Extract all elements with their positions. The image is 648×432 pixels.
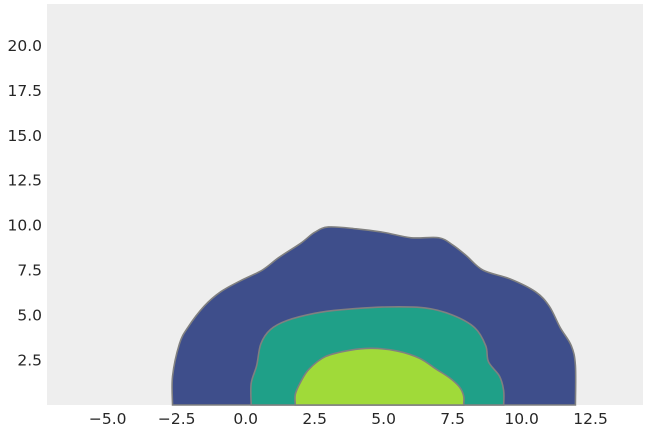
y-axis: 2.5 5.0 7.5 10.0 12.5 15.0 17.5 20.0 [7,37,42,370]
y-tick-label: 15.0 [7,127,42,145]
contour-level-3 [294,347,465,406]
x-tick-label: 7.5 [440,410,465,428]
y-tick-label: 5.0 [17,307,42,325]
x-tick-label: 0.0 [233,410,258,428]
x-axis: −5.0 −2.5 0.0 2.5 5.0 7.5 10.0 12.5 [89,410,608,428]
x-tick-label: −2.5 [158,410,196,428]
y-tick-label: 20.0 [7,37,42,55]
x-tick-label: 10.0 [504,410,539,428]
y-tick-label: 7.5 [17,262,42,280]
y-tick-label: 12.5 [7,172,42,190]
y-tick-label: 2.5 [17,352,42,370]
y-tick-label: 17.5 [7,82,42,100]
x-tick-label: 2.5 [302,410,327,428]
y-tick-label: 10.0 [7,217,42,235]
x-tick-label: 5.0 [371,410,396,428]
x-tick-label: 12.5 [573,410,608,428]
contour-levels [171,226,577,406]
x-tick-label: −5.0 [89,410,127,428]
